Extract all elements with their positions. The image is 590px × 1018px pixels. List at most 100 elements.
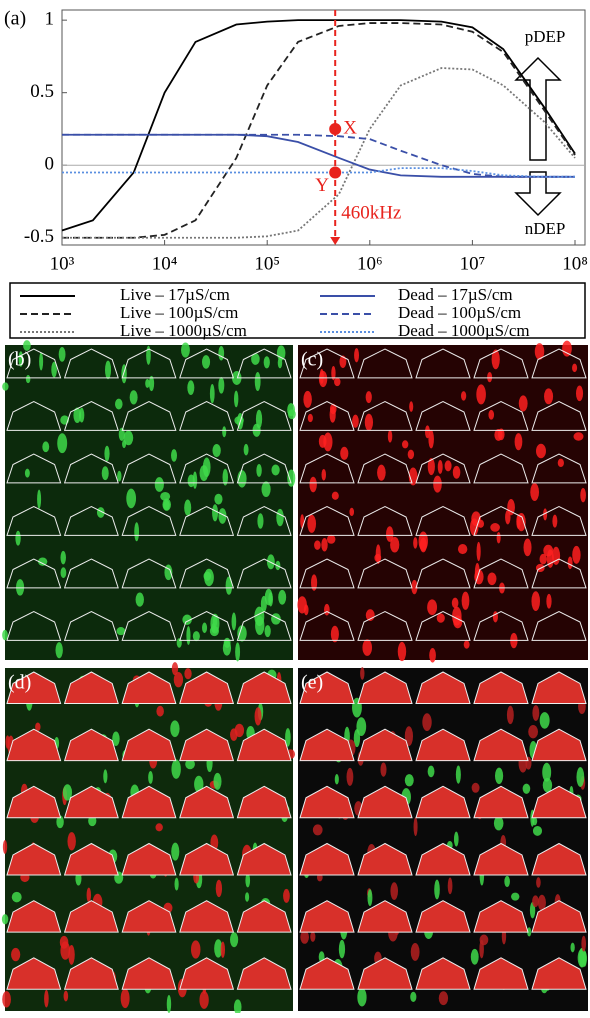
cell — [528, 725, 539, 739]
ndep-label: nDEP — [525, 219, 566, 238]
electrode — [415, 728, 471, 762]
panel-label: (b) — [8, 349, 31, 371]
cell — [527, 927, 532, 937]
cell — [37, 489, 42, 509]
electrode — [531, 558, 587, 589]
cell — [115, 398, 123, 410]
marker-label: X — [343, 117, 357, 138]
electrode — [6, 957, 62, 990]
electrode — [531, 842, 587, 876]
cell — [44, 989, 49, 1008]
cell — [352, 414, 359, 428]
electrode — [357, 671, 413, 704]
cell — [283, 888, 290, 903]
cell — [411, 579, 418, 595]
electrode — [236, 785, 292, 819]
cell — [433, 475, 442, 493]
cell — [276, 508, 284, 527]
x-tick-label: 10⁸ — [562, 253, 588, 274]
electrode — [531, 400, 587, 431]
cell — [171, 662, 179, 676]
electrode — [236, 453, 292, 484]
cell — [278, 589, 287, 605]
cell — [557, 458, 564, 468]
electrode — [6, 610, 62, 641]
cell — [543, 508, 548, 521]
electrode — [63, 900, 119, 933]
cell — [321, 468, 327, 481]
cell — [271, 464, 280, 476]
cell — [202, 622, 208, 634]
cell — [254, 606, 265, 627]
cell — [410, 943, 420, 961]
cell — [104, 445, 110, 462]
electrode — [179, 671, 235, 704]
frequency-arrowhead — [330, 237, 341, 245]
cell — [303, 390, 312, 408]
cell — [539, 553, 547, 565]
cell — [307, 413, 313, 423]
cell — [380, 762, 387, 777]
cell — [214, 493, 223, 505]
cell — [37, 557, 48, 566]
electrode — [121, 400, 177, 431]
electrode — [179, 400, 235, 431]
electrode — [299, 348, 355, 379]
cell — [365, 391, 372, 404]
cell — [451, 597, 459, 609]
electrode — [473, 900, 529, 933]
electrode — [357, 558, 413, 589]
cell — [532, 825, 543, 836]
cell — [580, 488, 586, 503]
electrode — [473, 610, 529, 641]
cell — [427, 765, 435, 778]
electrode — [531, 348, 587, 379]
cell — [209, 625, 219, 637]
electrode — [63, 957, 119, 990]
electrode — [179, 728, 235, 762]
electrode — [357, 728, 413, 762]
cell — [225, 576, 233, 595]
frequency-label: 460kHz — [341, 202, 401, 223]
series-line — [62, 22, 576, 239]
cell — [428, 429, 434, 449]
cell — [160, 491, 171, 501]
electrode — [473, 400, 529, 431]
series-line — [62, 67, 576, 239]
cell — [453, 831, 459, 847]
cell — [331, 366, 336, 381]
electrode — [236, 610, 292, 641]
cell — [222, 468, 229, 486]
cell — [324, 603, 330, 616]
cell — [582, 951, 587, 967]
cell — [488, 409, 495, 420]
series-line — [61, 19, 576, 232]
cell — [233, 999, 242, 1015]
electrode — [179, 957, 235, 990]
electrode — [357, 400, 413, 431]
cell — [477, 519, 485, 528]
cell — [218, 508, 227, 524]
cell — [277, 357, 283, 369]
series-line — [62, 167, 575, 178]
panel-label: (c) — [301, 349, 323, 371]
electrode — [63, 400, 119, 431]
cell — [2, 629, 8, 641]
cell — [530, 483, 540, 502]
cell — [429, 647, 436, 663]
electrode — [179, 785, 235, 819]
cell — [535, 443, 546, 459]
cell — [490, 523, 500, 532]
cell — [323, 432, 333, 452]
cell — [367, 889, 373, 907]
cell — [264, 588, 273, 606]
cell — [470, 948, 479, 965]
cell — [59, 935, 69, 949]
legend-label: Dead – 17µS/cm — [398, 285, 513, 304]
cell — [135, 592, 144, 607]
electrode — [63, 785, 119, 819]
electrode — [63, 610, 119, 641]
cell — [230, 932, 239, 948]
